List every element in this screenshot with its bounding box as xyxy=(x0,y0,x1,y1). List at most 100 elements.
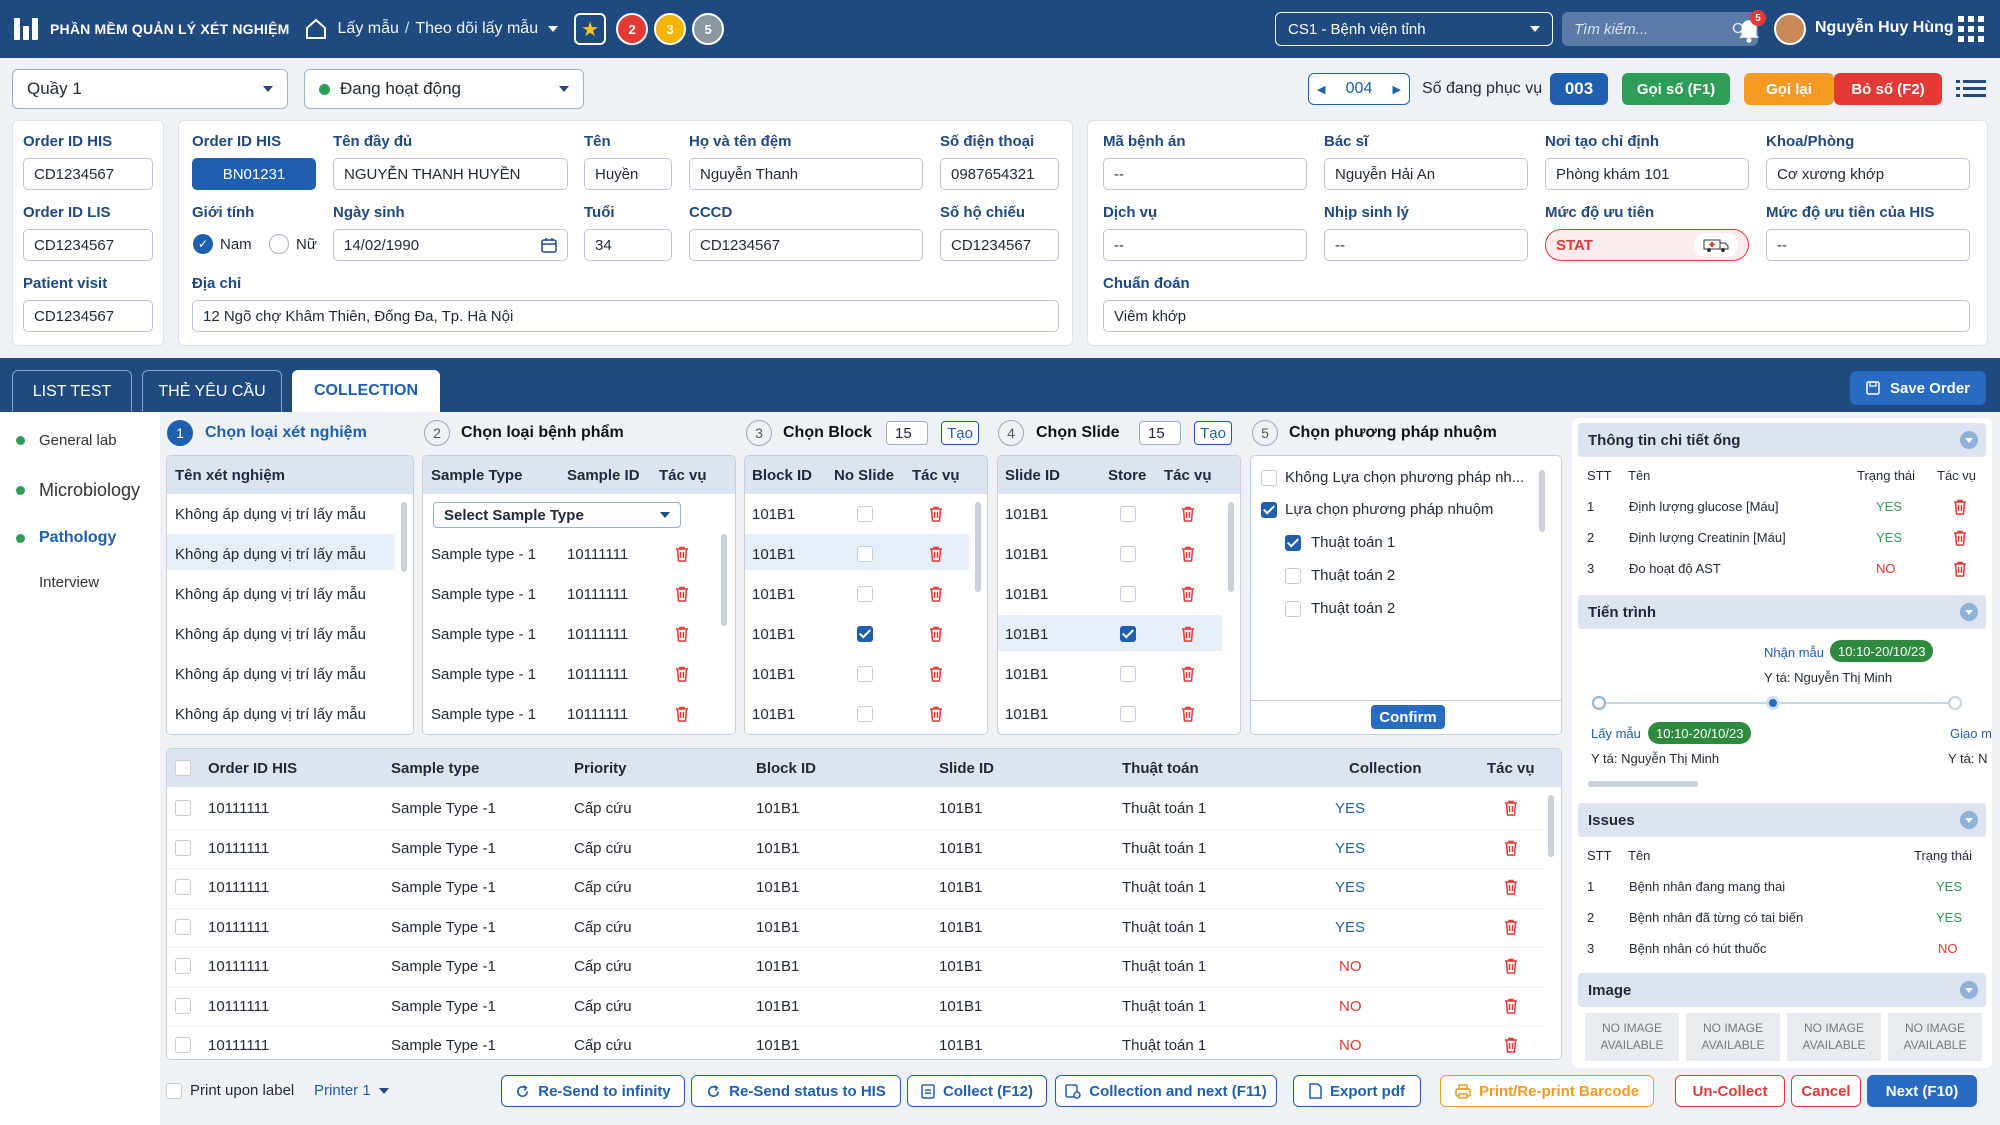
nav-microbiology[interactable]: Microbiology xyxy=(16,480,140,501)
trash-icon[interactable] xyxy=(1181,506,1195,522)
record-field[interactable]: -- xyxy=(1103,158,1307,190)
gender-male-radio[interactable]: ✓ xyxy=(193,234,213,254)
store-checkbox[interactable] xyxy=(1120,706,1136,722)
table-row[interactable] xyxy=(167,828,1543,867)
image-placeholder[interactable]: NO IMAGE AVAILABLE xyxy=(1787,1013,1881,1061)
first-name-field[interactable]: Huyền xyxy=(584,158,672,190)
table-row[interactable] xyxy=(167,947,1543,985)
his-priority-field[interactable]: -- xyxy=(1766,229,1970,261)
table-row[interactable] xyxy=(167,986,1543,1025)
apps-grid-icon[interactable] xyxy=(1958,16,1984,42)
confirm-button[interactable]: Confirm xyxy=(1371,705,1445,729)
trash-icon[interactable] xyxy=(1181,706,1195,722)
table-row[interactable] xyxy=(167,907,1543,946)
trash-icon[interactable] xyxy=(1181,626,1195,642)
chevron-down-icon[interactable] xyxy=(1960,431,1978,449)
save-order-button[interactable]: Save Order xyxy=(1850,371,1986,405)
breadcrumb-item-current[interactable]: Theo dõi lấy mẫu xyxy=(415,20,539,37)
trash-icon[interactable] xyxy=(1504,919,1518,935)
issues-header[interactable]: Issues xyxy=(1578,803,1986,837)
uncollect-button[interactable]: Un-Collect xyxy=(1675,1075,1785,1107)
row-checkbox[interactable] xyxy=(175,997,191,1014)
scrollbar[interactable] xyxy=(1548,795,1554,857)
chevron-right-icon[interactable]: ▶ xyxy=(1392,83,1401,96)
test-row[interactable]: Không áp dụng vị trí lấy mẫu xyxy=(175,626,366,643)
skip-number-button[interactable]: Bỏ số (F2) xyxy=(1834,73,1942,105)
no-slide-checkbox[interactable] xyxy=(857,666,873,682)
trash-icon[interactable] xyxy=(675,626,689,642)
block-count-input[interactable]: 15 xyxy=(886,421,928,445)
vitals-field[interactable]: -- xyxy=(1324,229,1528,261)
queue-stepper[interactable]: ◀ 004 ▶ xyxy=(1308,73,1410,105)
next-button[interactable]: Next (F10) xyxy=(1867,1075,1977,1107)
chevron-down-icon[interactable] xyxy=(1960,603,1978,621)
chevron-down-icon[interactable] xyxy=(1960,811,1978,829)
resend-his-button[interactable]: Re-Send status to HIS xyxy=(691,1075,901,1107)
resend-infinity-button[interactable]: Re-Send to infinity xyxy=(501,1075,685,1107)
table-row[interactable] xyxy=(167,868,1543,906)
nav-interview[interactable]: Interview xyxy=(39,574,99,591)
no-stain-checkbox[interactable] xyxy=(1261,470,1277,486)
priority-field[interactable]: STAT xyxy=(1545,229,1749,261)
dob-field[interactable]: 14/02/1990 xyxy=(333,229,568,261)
trash-icon[interactable] xyxy=(675,706,689,722)
row-checkbox[interactable] xyxy=(175,800,191,816)
collect-button[interactable]: Collect (F12) xyxy=(907,1075,1047,1107)
print-upon-label-checkbox[interactable] xyxy=(166,1083,182,1099)
trash-icon[interactable] xyxy=(929,626,943,642)
counter-select[interactable]: Quầy 1 xyxy=(12,69,288,109)
no-slide-checkbox[interactable] xyxy=(857,506,873,522)
trash-icon[interactable] xyxy=(1504,879,1518,895)
trash-icon[interactable] xyxy=(1953,530,1967,546)
progress-header[interactable]: Tiến trình xyxy=(1578,595,1986,629)
trash-icon[interactable] xyxy=(1504,1037,1518,1053)
no-slide-checkbox[interactable] xyxy=(857,626,873,642)
service-field[interactable]: -- xyxy=(1103,229,1307,261)
age-field[interactable]: 34 xyxy=(584,229,672,261)
passport-field[interactable]: CD1234567 xyxy=(940,229,1059,261)
row-checkbox[interactable] xyxy=(175,1037,191,1053)
address-field[interactable]: 12 Ngõ chợ Khâm Thiên, Đống Đa, Tp. Hà N… xyxy=(192,300,1059,332)
create-block-button[interactable]: Tạo xyxy=(941,421,979,445)
horizontal-scrollbar[interactable] xyxy=(1588,781,1698,787)
chevron-left-icon[interactable]: ◀ xyxy=(1317,83,1326,96)
store-checkbox[interactable] xyxy=(1120,506,1136,522)
algorithm-1-checkbox[interactable] xyxy=(1285,535,1301,551)
scrollbar[interactable] xyxy=(1539,470,1545,532)
status-select[interactable]: Đang hoạt động xyxy=(304,69,584,109)
patient-visit-field[interactable]: CD1234567 xyxy=(23,300,153,332)
algorithm-2-checkbox[interactable] xyxy=(1285,568,1301,584)
cancel-button[interactable]: Cancel xyxy=(1791,1075,1861,1107)
trash-icon[interactable] xyxy=(929,666,943,682)
trash-icon[interactable] xyxy=(1181,666,1195,682)
department-field[interactable]: Cơ xương khớp xyxy=(1766,158,1970,190)
store-checkbox[interactable] xyxy=(1120,666,1136,682)
slide-count-input[interactable]: 15 xyxy=(1139,421,1181,445)
trash-icon[interactable] xyxy=(675,546,689,562)
print-barcode-button[interactable]: Print/Re-print Barcode xyxy=(1440,1075,1654,1107)
avatar[interactable] xyxy=(1774,13,1806,45)
trash-icon[interactable] xyxy=(675,666,689,682)
nav-pathology[interactable]: Pathology xyxy=(16,529,116,547)
fullname-field[interactable]: NGUYỄN THANH HUYỀN xyxy=(333,158,568,190)
store-checkbox[interactable] xyxy=(1120,546,1136,562)
row-checkbox[interactable] xyxy=(175,958,191,974)
trash-icon[interactable] xyxy=(1181,546,1195,562)
search-input[interactable]: Tìm kiếm... xyxy=(1562,12,1758,46)
collection-next-button[interactable]: Collection and next (F11) xyxy=(1055,1075,1277,1107)
user-name[interactable]: Nguyễn Huy Hùng xyxy=(1815,19,1954,36)
call-number-button[interactable]: Gọi số (F1) xyxy=(1622,73,1730,105)
table-row[interactable] xyxy=(167,1026,1543,1059)
row-checkbox[interactable] xyxy=(175,918,191,935)
test-row[interactable]: Không áp dụng vị trí lấy mẫu xyxy=(175,546,366,563)
no-slide-checkbox[interactable] xyxy=(857,706,873,722)
row-checkbox[interactable] xyxy=(175,839,191,856)
breadcrumb-item[interactable]: Lấy mẫu xyxy=(337,20,399,37)
scrollbar[interactable] xyxy=(1228,502,1234,592)
chevron-down-icon[interactable] xyxy=(1960,981,1978,999)
export-pdf-button[interactable]: Export pdf xyxy=(1293,1075,1421,1107)
test-row[interactable]: Không áp dụng vị trí lấy mẫu xyxy=(175,586,366,603)
tube-detail-header[interactable]: Thông tin chi tiết ống xyxy=(1578,423,1986,457)
test-row[interactable]: Không áp dụng vị trí lấy mẫu xyxy=(175,666,366,683)
image-placeholder[interactable]: NO IMAGE AVAILABLE xyxy=(1686,1013,1780,1061)
